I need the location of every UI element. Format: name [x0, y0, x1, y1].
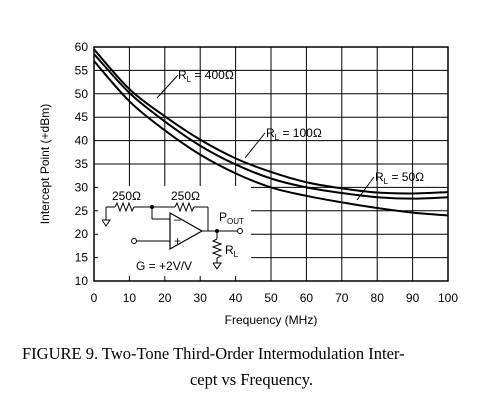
label-rl-100: RL = 100Ω: [244, 126, 322, 159]
x-tick-label: 100: [438, 291, 458, 305]
y-tick-label: 35: [75, 157, 89, 171]
x-axis-label: Frequency (MHz): [225, 313, 318, 327]
svg-text:RL = 400Ω: RL = 400Ω: [178, 68, 234, 84]
resistor-r2: [174, 201, 195, 213]
plot-frame: [93, 46, 449, 282]
ground-symbol-right: [212, 262, 222, 270]
y-tick-label: 25: [75, 204, 89, 218]
y-tick-label: 45: [75, 110, 89, 124]
output-terminal: [237, 228, 243, 234]
y-tick-label: 40: [75, 134, 89, 148]
y-tick-label: 20: [75, 227, 89, 241]
resistor-r1: [114, 201, 135, 213]
inset-schematic: – + 250Ω 250Ω POUT RL G = +2V/V: [98, 186, 251, 276]
caption-line-1: FIGURE 9. Two-Tone Third-Order Intermodu…: [22, 344, 405, 363]
opamp-triangle: [169, 211, 204, 251]
x-tick-label: 10: [123, 291, 137, 305]
svg-text:RL = 100Ω: RL = 100Ω: [266, 126, 322, 142]
y-tick-label: 60: [75, 40, 89, 54]
x-tick-label: 60: [300, 291, 314, 305]
x-tick-label: 50: [264, 291, 278, 305]
x-tick-label: 0: [91, 291, 98, 305]
r2-label: 250Ω: [171, 189, 200, 203]
y-tick-labels: 10 15 20 25 30 35 40 45 50 55 60: [75, 40, 89, 288]
label-rl-50: RL = 50Ω: [356, 170, 424, 201]
ground-symbol-left: [101, 219, 111, 227]
x-tick-label: 80: [371, 291, 385, 305]
x-tick-label: 20: [158, 291, 172, 305]
y-axis-label: Intercept Point (+dBm): [38, 104, 52, 224]
series-curves: [93, 48, 449, 217]
y-tick-label: 50: [75, 87, 89, 101]
y-tick-label: 15: [75, 251, 89, 265]
x-tick-labels: 0 10 20 30 40 50 60 70 80 90 100: [91, 291, 459, 305]
label-rl-400: RL = 400Ω: [156, 68, 234, 99]
r1-label: 250Ω: [112, 189, 141, 203]
pout-label: POUT: [219, 210, 244, 226]
rl-label: RL: [225, 243, 239, 259]
x-tick-label: 40: [229, 291, 243, 305]
series-line-1: [93, 53, 449, 200]
y-tick-label: 10: [75, 274, 89, 288]
resistor-rl: [211, 238, 223, 259]
y-tick-label: 55: [75, 63, 89, 77]
svg-text:RL = 50Ω: RL = 50Ω: [375, 170, 424, 186]
gain-label: G = +2V/V: [136, 259, 192, 273]
caption-line-2: cept vs Frequency.: [189, 370, 314, 389]
x-tick-label: 30: [194, 291, 208, 305]
opamp-plus: +: [174, 234, 181, 248]
x-tick-label: 90: [406, 291, 420, 305]
input-terminal: [131, 238, 137, 244]
series-line-0: [93, 48, 449, 195]
x-tick-label: 70: [335, 291, 349, 305]
y-tick-label: 30: [75, 180, 89, 194]
series-line-2: [93, 60, 449, 217]
opamp-minus: –: [174, 212, 181, 226]
